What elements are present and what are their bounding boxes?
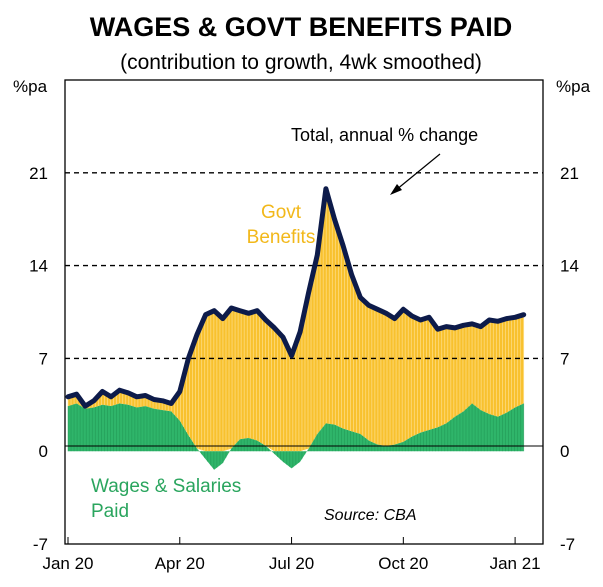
y-axis-label-right: %pa (556, 77, 591, 96)
y-tick-labels-right: 21 14 7 0 -7 (560, 164, 579, 554)
x-tick-label: Jan 20 (42, 554, 93, 573)
gridlines (65, 172, 543, 360)
y-tick-left--7: -7 (33, 535, 48, 554)
y-tick-right-7: 7 (560, 349, 569, 368)
chart-subtitle: (contribution to growth, 4wk smoothed) (120, 51, 482, 74)
wages-label-line2: Paid (91, 501, 129, 522)
total-line (65, 186, 527, 409)
y-tick-right--7: -7 (560, 535, 575, 554)
y-tick-left-14: 14 (29, 257, 48, 276)
y-tick-right-0: 0 (560, 442, 569, 461)
y-tick-labels-left: 21 14 7 0 -7 (29, 164, 48, 554)
govt-benefits-label-line2: Benefits (247, 227, 316, 248)
y-tick-left-21: 21 (29, 164, 48, 183)
total-annotation-arrowhead (390, 184, 402, 195)
x-tick-label: Jul 20 (269, 554, 314, 573)
y-tick-right-14: 14 (560, 257, 579, 276)
x-tick-label: Apr 20 (155, 554, 205, 573)
wages-label-line1: Wages & Salaries (91, 476, 241, 497)
chart-title: WAGES & GOVT BENEFITS PAID (90, 12, 513, 42)
total-annotation-arrow (395, 153, 441, 191)
y-tick-right-21: 21 (560, 164, 579, 183)
plot-frame (64, 79, 544, 545)
y-axis-label-left: %pa (13, 77, 48, 96)
source-label: Source: CBA (324, 507, 416, 524)
x-tick-label: Jan 21 (490, 554, 541, 573)
govt-benefits-label-line1: Govt (261, 202, 302, 223)
total-annotation-label: Total, annual % change (291, 125, 478, 145)
line-layer (65, 186, 527, 409)
y-tick-left-7: 7 (39, 349, 48, 368)
x-tick-labels: Jan 20 Apr 20 Jul 20 Oct 20 Jan 21 (42, 537, 541, 573)
x-tick-label: Oct 20 (378, 554, 428, 573)
y-tick-left-0: 0 (39, 442, 48, 461)
